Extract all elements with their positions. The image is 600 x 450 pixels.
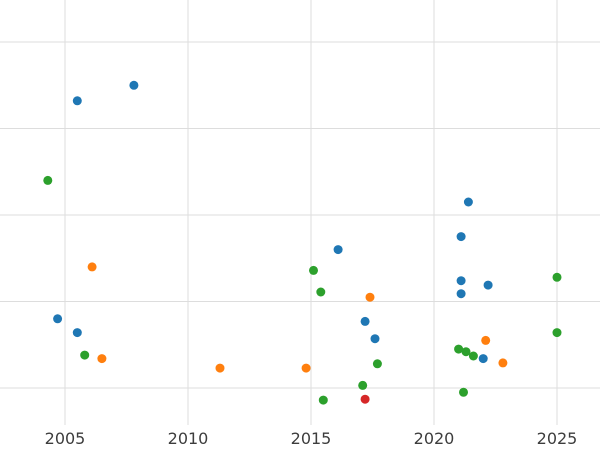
data-point-series-green bbox=[552, 272, 562, 282]
gridlines bbox=[0, 0, 600, 425]
data-point-series-green bbox=[309, 265, 318, 275]
data-point-series-blue bbox=[456, 289, 466, 299]
data-point-series-green bbox=[461, 347, 471, 357]
x-tick-label: 2025 bbox=[537, 429, 578, 448]
data-point-series-blue bbox=[370, 334, 380, 344]
data-point-series-blue bbox=[333, 245, 343, 255]
data-point-series-green bbox=[459, 387, 468, 397]
data-point-series-orange bbox=[365, 292, 375, 302]
data-point-series-green bbox=[43, 175, 53, 185]
data-points bbox=[43, 80, 562, 405]
data-point-series-blue bbox=[72, 328, 82, 338]
data-point-series-blue bbox=[53, 314, 63, 324]
data-point-series-blue bbox=[456, 276, 466, 286]
x-tick-label: 2010 bbox=[168, 429, 209, 448]
data-point-series-orange bbox=[215, 363, 225, 373]
x-tick-label: 2005 bbox=[45, 429, 86, 448]
data-point-series-green bbox=[454, 344, 464, 354]
data-point-series-blue bbox=[463, 197, 473, 207]
data-point-series-green bbox=[358, 380, 368, 390]
data-point-series-green bbox=[552, 328, 562, 338]
x-tick-label: 2015 bbox=[291, 429, 332, 448]
data-point-series-orange bbox=[481, 335, 491, 345]
data-point-series-orange bbox=[301, 363, 311, 373]
data-point-series-orange bbox=[87, 262, 97, 272]
data-point-series-green bbox=[318, 395, 328, 405]
x-axis-tick-labels: 2005 2010 2015 2020 2025 bbox=[45, 429, 578, 448]
data-point-series-blue bbox=[129, 80, 139, 90]
data-point-series-blue bbox=[360, 316, 370, 326]
data-point-series-green bbox=[372, 359, 382, 369]
data-point-series-green bbox=[468, 351, 478, 361]
data-point-series-blue bbox=[72, 96, 82, 106]
data-point-series-blue bbox=[483, 280, 493, 290]
x-tick-label: 2020 bbox=[414, 429, 455, 448]
data-point-series-red bbox=[360, 394, 370, 404]
data-point-series-green bbox=[80, 350, 90, 360]
data-point-series-blue bbox=[456, 232, 466, 242]
data-point-series-green bbox=[316, 287, 326, 297]
data-point-series-orange bbox=[97, 354, 107, 364]
data-point-series-orange bbox=[498, 358, 508, 368]
data-point-series-blue bbox=[478, 354, 488, 364]
